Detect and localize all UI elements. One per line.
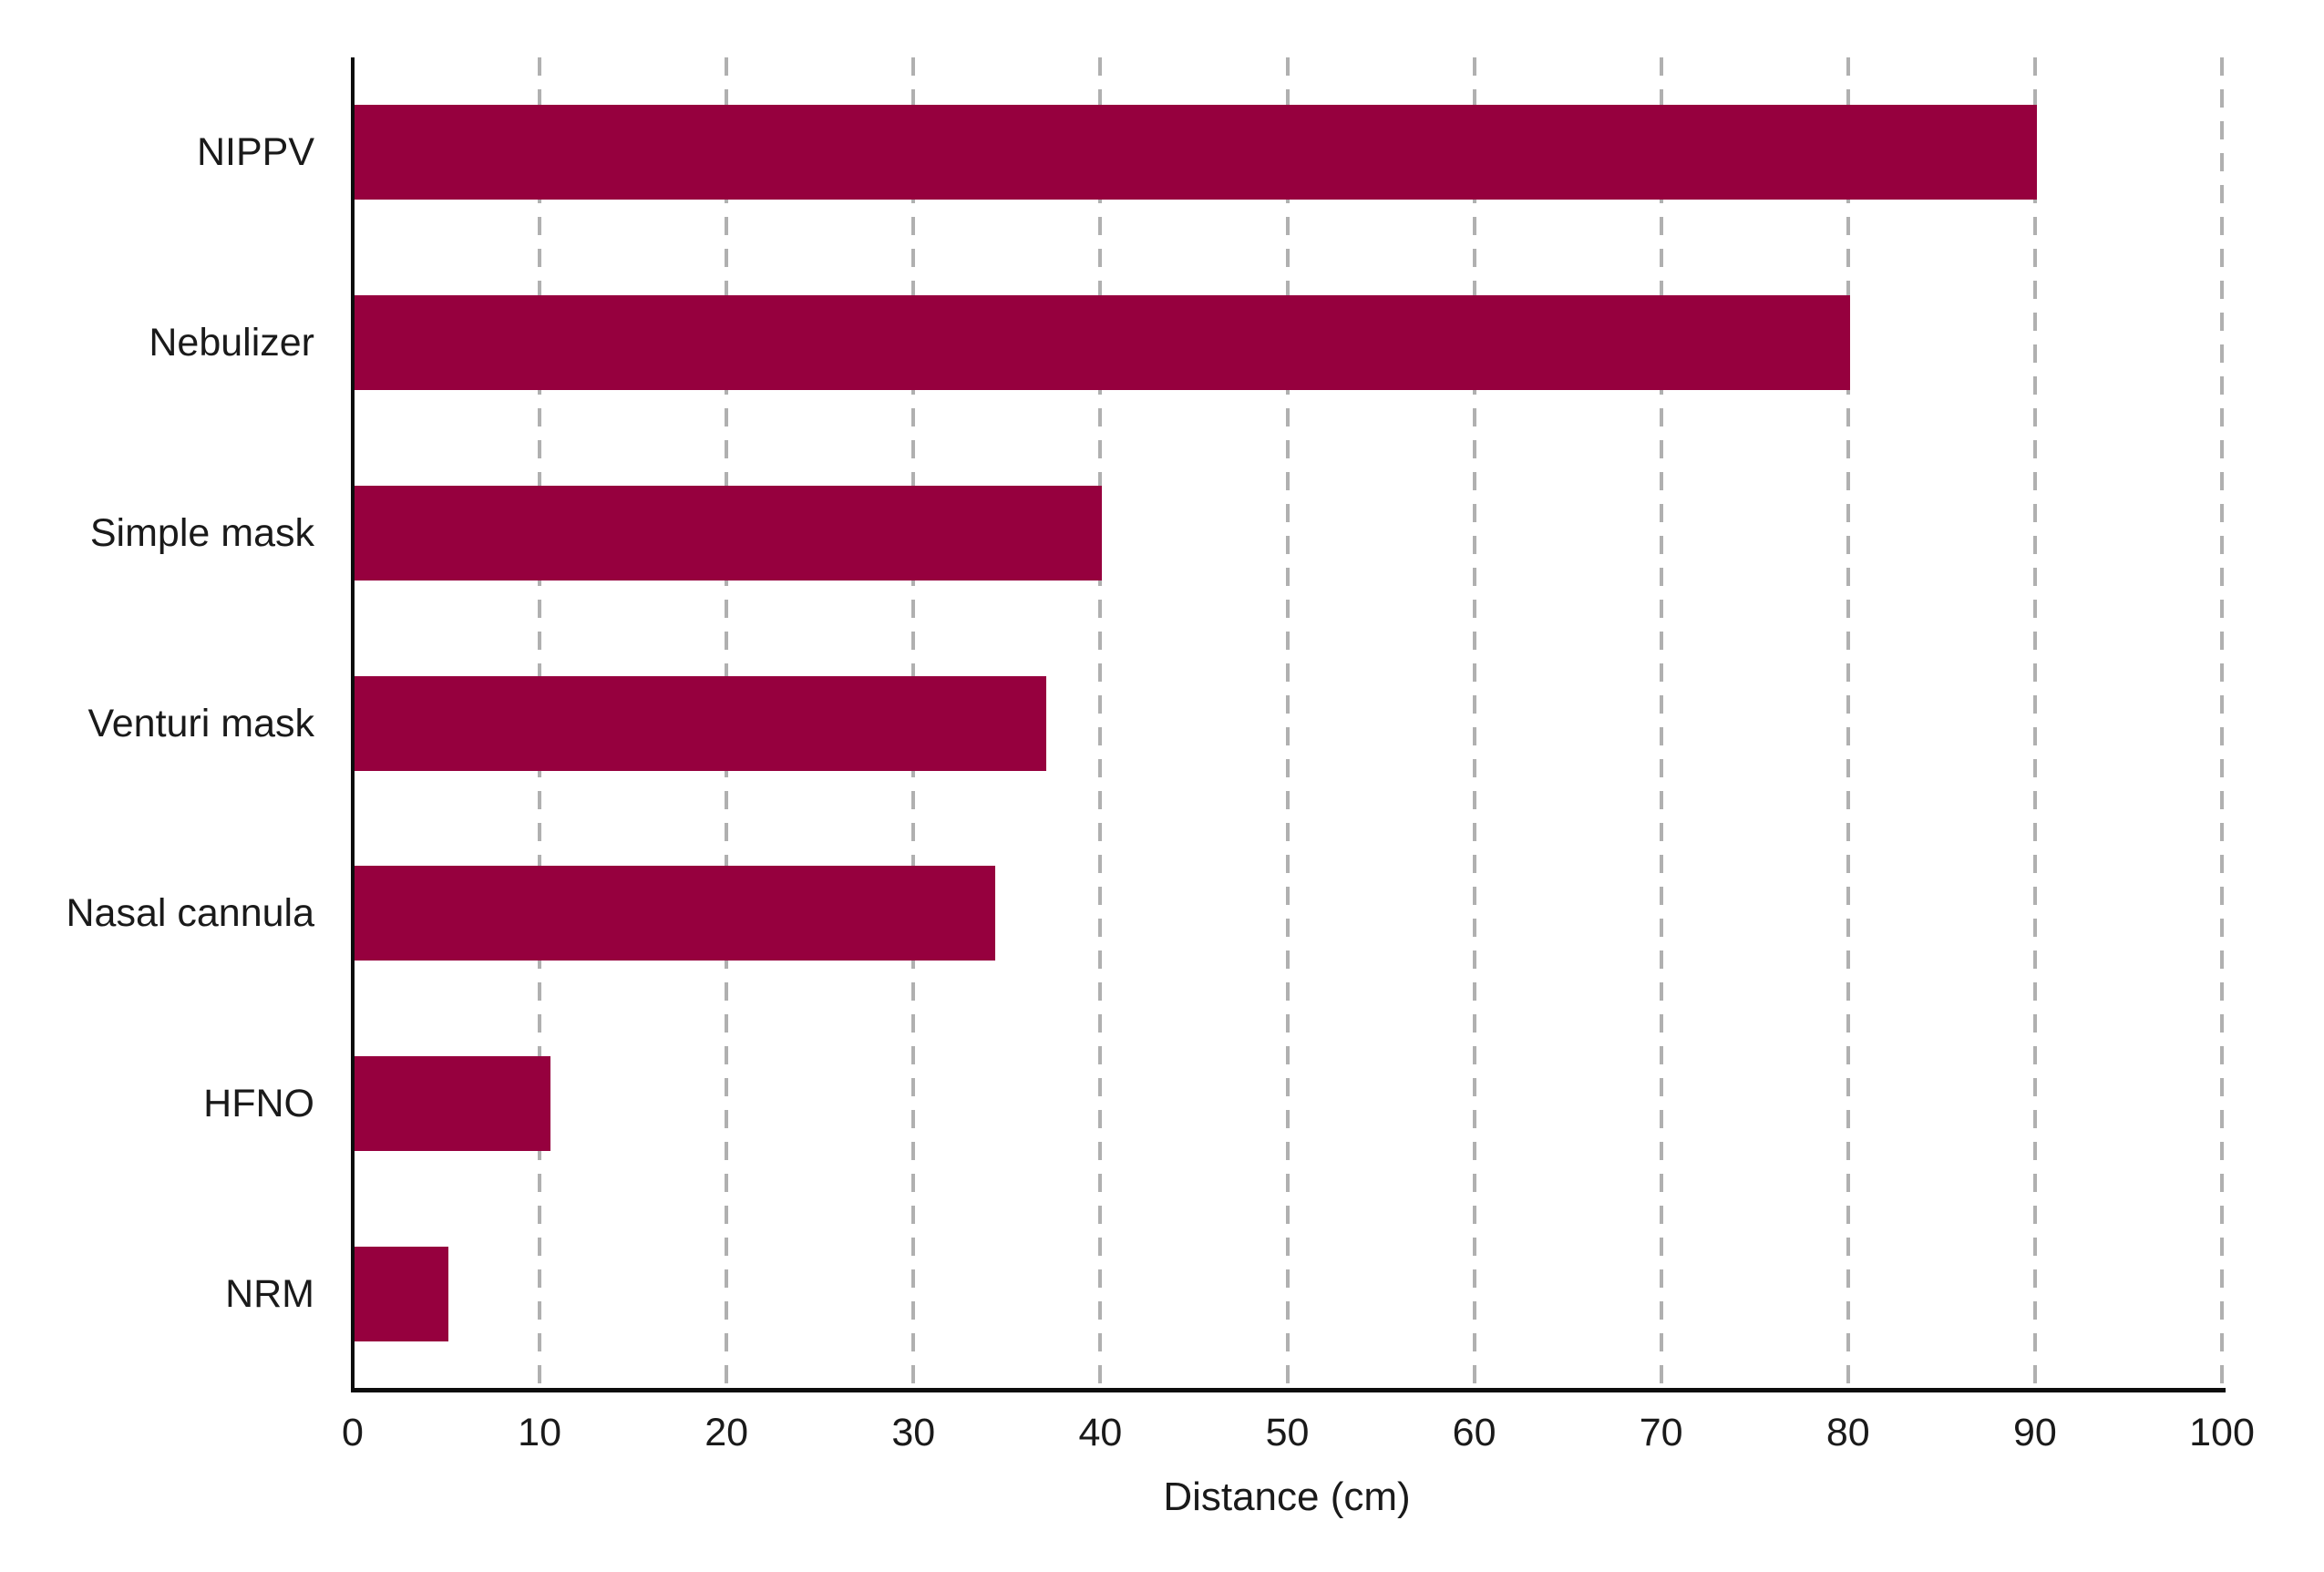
gridline-80 [1846, 57, 1850, 1389]
bar-hfno [355, 1055, 551, 1151]
x-tick-label-60: 60 [1452, 1411, 1496, 1454]
x-tick-label-20: 20 [704, 1411, 749, 1454]
gridline-60 [1472, 57, 1476, 1389]
y-axis-spine [351, 57, 355, 1392]
bar-nasal-cannula [355, 866, 996, 961]
x-tick-label-40: 40 [1078, 1411, 1123, 1454]
category-label-simple-mask: Simple mask [89, 510, 314, 555]
x-tick-label-80: 80 [1825, 1411, 1870, 1454]
gridline-70 [1659, 57, 1663, 1389]
x-tick-label-10: 10 [518, 1411, 562, 1454]
category-label-nasal-cannula: Nasal cannula [66, 891, 314, 936]
x-tick-label-0: 0 [342, 1411, 364, 1454]
x-tick-label-50: 50 [1265, 1411, 1310, 1454]
x-tick-label-30: 30 [891, 1411, 936, 1454]
category-label-nippv: NIPPV [196, 130, 314, 175]
bar-nippv [355, 105, 2037, 200]
category-label-venturi-mask: Venturi mask [87, 701, 314, 745]
x-axis-title: Distance (cm) [1163, 1474, 1411, 1519]
gridline-100 [2220, 57, 2224, 1389]
x-tick-label-100: 100 [2189, 1411, 2255, 1454]
bar-simple-mask [355, 485, 1103, 581]
category-label-nebulizer: Nebulizer [149, 321, 314, 365]
gridline-90 [2032, 57, 2037, 1389]
gridline-50 [1285, 57, 1290, 1389]
bar-nebulizer [355, 295, 1850, 391]
x-axis-spine [351, 1388, 2226, 1392]
category-label-nrm: NRM [225, 1271, 314, 1316]
category-label-hfno: HFNO [203, 1081, 314, 1125]
x-tick-label-70: 70 [1639, 1411, 1683, 1454]
bar-nrm [355, 1246, 448, 1341]
gridline-40 [1098, 57, 1103, 1389]
bar-venturi-mask [355, 675, 1046, 771]
x-tick-label-90: 90 [2012, 1411, 2057, 1454]
